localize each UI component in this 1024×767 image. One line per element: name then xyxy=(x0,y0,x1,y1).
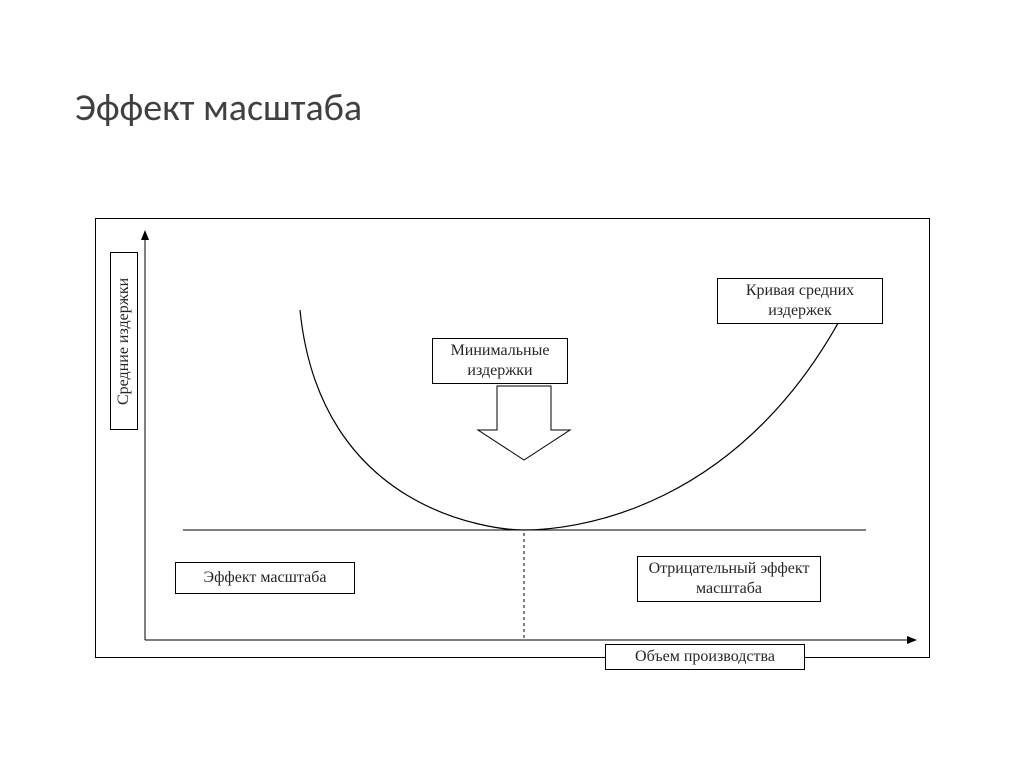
positive-scale-text: Эффект масштаба xyxy=(204,568,327,588)
curve-label-text: Кривая средних издержек xyxy=(724,281,876,321)
x-axis-label-text: Объем производства xyxy=(635,647,775,667)
negative-scale-box: Отрицательный эффект масштаба xyxy=(637,556,821,602)
slide: Эффект масштаба Средние издержки Минимал… xyxy=(0,0,1024,767)
positive-scale-box: Эффект масштаба xyxy=(175,562,355,594)
y-axis-label-box: Средние издержки xyxy=(110,252,138,430)
negative-scale-text: Отрицательный эффект масштаба xyxy=(644,559,814,599)
x-axis-label-box: Объем производства xyxy=(605,644,805,670)
down-arrow-icon xyxy=(478,386,570,460)
min-cost-box: Минимальные издержки xyxy=(432,338,568,384)
min-cost-text: Минимальные издержки xyxy=(439,341,561,381)
y-axis-label-text: Средние издержки xyxy=(115,277,133,404)
curve-label-box: Кривая средних издержек xyxy=(717,278,883,324)
